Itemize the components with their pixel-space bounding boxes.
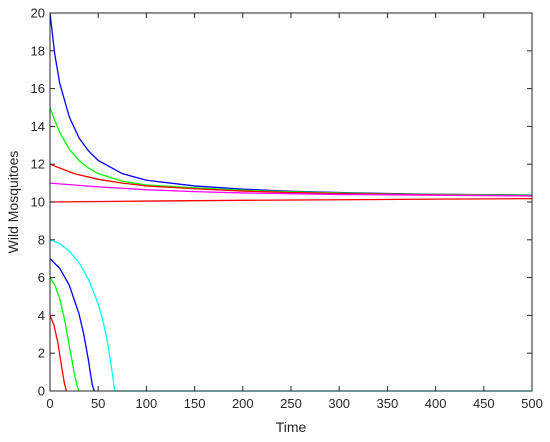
series-line-9 xyxy=(49,315,68,392)
x-tick-label: 150 xyxy=(184,396,206,411)
x-tick-label: 450 xyxy=(473,396,495,411)
y-tick-label: 6 xyxy=(38,270,45,285)
axis-ticks: 0 50 100 150 200 250 300 350 400 450 500 0 2 4 6 8 10 12 1… xyxy=(31,6,543,412)
series-line-8 xyxy=(49,277,80,392)
y-tick-label: 20 xyxy=(31,6,45,21)
x-tick-label: 50 xyxy=(91,396,105,411)
y-tick-label: 12 xyxy=(31,157,45,172)
series-line-4 xyxy=(49,182,533,197)
y-tick-label: 0 xyxy=(38,384,45,399)
series-line-1 xyxy=(49,12,533,196)
series-line-6 xyxy=(49,239,532,392)
x-tick-label: 200 xyxy=(232,396,254,411)
axes-box xyxy=(49,12,533,392)
x-tick-label: 300 xyxy=(328,396,350,411)
y-tick-label: 8 xyxy=(38,232,45,247)
x-axis-title: Time xyxy=(276,419,307,435)
y-tick-label: 16 xyxy=(31,81,45,96)
y-tick-label: 10 xyxy=(31,195,45,210)
x-tick-label: 400 xyxy=(425,396,447,411)
y-tick-label: 18 xyxy=(31,43,45,58)
plot-area xyxy=(49,12,533,392)
x-tick-label: 0 xyxy=(46,396,53,411)
x-tick-label: 100 xyxy=(136,396,158,411)
y-tick-label: 14 xyxy=(31,119,45,134)
x-tick-label: 350 xyxy=(377,396,399,411)
series-line-7 xyxy=(49,258,95,392)
y-tick-label: 4 xyxy=(38,308,45,323)
y-axis-title: Wild Mosquitoes xyxy=(5,151,21,254)
y-tick-label: 2 xyxy=(38,346,45,361)
series-line-5 xyxy=(49,197,533,203)
x-tick-label: 250 xyxy=(280,396,302,411)
x-tick-label: 500 xyxy=(521,396,543,411)
series-line-2 xyxy=(49,107,533,196)
